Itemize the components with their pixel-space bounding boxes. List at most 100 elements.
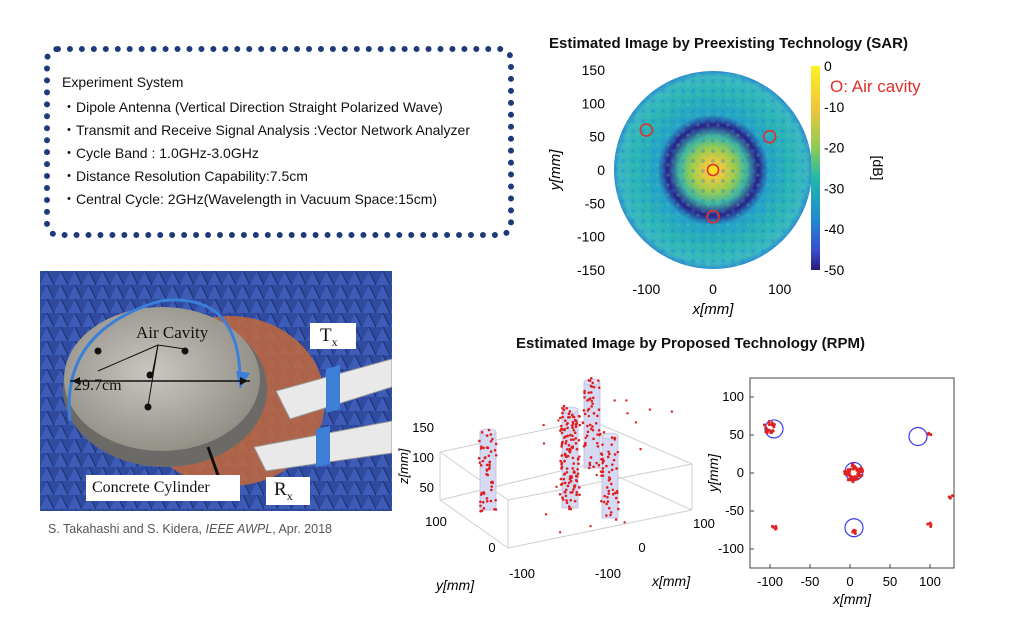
rpm3d-point: [587, 407, 591, 411]
rpm3d-point: [583, 412, 587, 416]
rpm3d-point: [626, 412, 629, 415]
rpm3d-point: [544, 513, 548, 516]
rpm3d-point: [605, 464, 608, 468]
rpm3d-point: [561, 411, 564, 415]
rpm3d-point: [583, 396, 586, 399]
rpm2d-point: [765, 427, 769, 431]
rpm3d-point: [594, 421, 598, 425]
rpm3d-point: [648, 408, 652, 411]
rpm3d-point: [571, 422, 575, 425]
rpm3d-point: [601, 443, 604, 446]
rpm3d-point: [479, 493, 483, 496]
rpm3d-point: [478, 461, 482, 464]
rpm3d-point: [566, 426, 569, 430]
rpm2d-ytick: 50: [730, 427, 744, 442]
rpm3d-point: [591, 396, 595, 400]
rpm3d-point: [560, 454, 564, 457]
rpm3d-point: [605, 502, 608, 506]
rpm2d-point: [859, 470, 863, 474]
rpm3d-point: [481, 500, 485, 504]
rpm3d-point: [483, 456, 487, 460]
sar-legend: O: Air cavity: [830, 77, 921, 96]
rpm3d-point: [563, 453, 567, 456]
rpm2d-point: [927, 432, 931, 436]
rpm2d-point: [846, 478, 850, 482]
rpm3d-point: [583, 391, 586, 395]
rpm3d-point: [578, 423, 582, 427]
rpm3d-point: [586, 424, 589, 428]
rpm3d-point: [494, 498, 497, 502]
rpm3d-point: [491, 480, 494, 484]
rpm3d-point: [482, 446, 486, 450]
rpm3d-point: [591, 428, 595, 432]
rpm3d-point: [586, 430, 590, 434]
rpm3d-point: [563, 419, 567, 422]
rpm3d-point: [607, 476, 611, 479]
rpm3d-point: [591, 381, 595, 385]
rpm3d-point: [480, 445, 483, 449]
rpm3d-point: [563, 428, 567, 431]
rpm3d-point: [569, 438, 573, 441]
sar-ytick: -50: [585, 195, 605, 211]
rpm3d-point: [571, 490, 574, 494]
rpm2d-point: [856, 472, 860, 476]
rpm3d-point: [590, 385, 594, 388]
experiment-photo: Air Cavity 29.7cm Concrete Cylinder Tx R…: [40, 271, 392, 511]
sar-colorbar-tick: -50: [824, 262, 844, 278]
rpm2d-point: [856, 477, 860, 481]
rpm3d-point: [609, 511, 613, 514]
rpm2d-point: [852, 467, 856, 471]
rpm2d-point: [950, 494, 954, 498]
rpm3d-point: [493, 508, 496, 511]
rpm3d-point: [573, 499, 577, 503]
rpm3d-point: [566, 484, 570, 488]
rpm3d-point: [560, 445, 563, 448]
rpm3d-ztick: 150: [412, 420, 434, 435]
rpm2d-point: [849, 478, 853, 482]
rpm3d-point: [613, 438, 617, 441]
rpm3d-point: [592, 437, 595, 441]
rpm3d-point: [601, 461, 604, 465]
rpm3d-point: [574, 478, 578, 482]
rpm3d-point: [607, 470, 611, 474]
rpm3d-point: [584, 441, 587, 445]
sar-colorbar: [811, 66, 820, 270]
rpm3d-point: [610, 468, 614, 472]
rpm3d-point: [600, 499, 603, 503]
sar-ytick: -150: [577, 262, 605, 278]
rpm3d-point: [571, 488, 575, 491]
rpm3d-point: [559, 477, 563, 481]
rpm3d-point: [608, 452, 611, 456]
rpm3d-point: [587, 466, 591, 470]
concrete-cylinder-label: Concrete Cylinder: [92, 479, 210, 496]
rpm3d-point: [477, 456, 481, 460]
rpm3d-point: [573, 418, 577, 422]
rpm3d-point: [603, 494, 606, 498]
rpm3d-point: [607, 506, 611, 510]
rpm3d-point: [564, 442, 568, 445]
rpm3d-point: [607, 450, 610, 454]
rpm3d-point: [561, 406, 564, 410]
rpm3d-point: [488, 466, 491, 469]
rpm2d-xtick: -50: [801, 574, 820, 589]
rpm3d-point: [613, 491, 617, 495]
rpm3d-point: [610, 482, 613, 486]
rpm3d-point: [605, 486, 609, 489]
rpm3d-point: [610, 436, 614, 439]
rpm3d-point: [607, 492, 611, 495]
rpm2d-xlabel: x[mm]: [832, 591, 872, 607]
rpm2d-xtick: 100: [919, 574, 941, 589]
rpm3d-xtick: -100: [595, 566, 621, 581]
rpm3d-point: [565, 448, 569, 451]
rpm3d-point: [588, 463, 592, 467]
rpm3d-point: [581, 421, 585, 425]
rpm3d-point: [487, 454, 491, 458]
rpm3d-point: [489, 439, 493, 443]
rpm3d-point: [565, 499, 568, 502]
rpm3d-point: [596, 433, 599, 436]
rpm2d-point: [767, 420, 771, 424]
rpm3d-point: [567, 505, 571, 508]
rpm3d-point: [589, 377, 593, 380]
rpm3d-cylinder: [583, 381, 601, 469]
sar-colorbar-label: [dB]: [870, 156, 886, 181]
